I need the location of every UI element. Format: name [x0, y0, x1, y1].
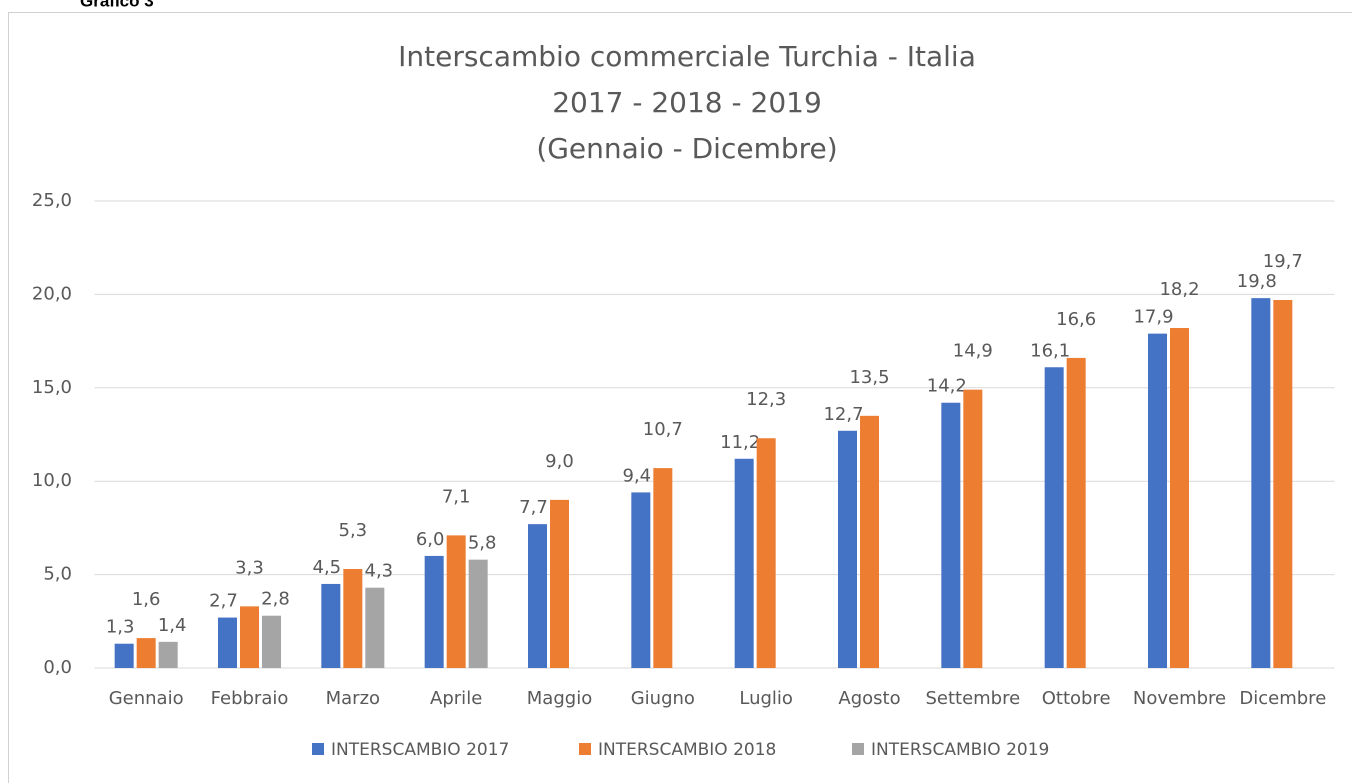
- x-tick-label: Agosto: [838, 688, 900, 709]
- bar: [860, 415, 879, 668]
- value-label: 9,4: [623, 465, 652, 486]
- bar: [963, 389, 983, 668]
- bar: [941, 402, 961, 668]
- bar: [1148, 333, 1167, 668]
- bar: [838, 430, 857, 668]
- y-tick-label: 20,0: [32, 283, 72, 304]
- y-tick-label: 15,0: [32, 377, 72, 398]
- x-tick-label: Luglio: [739, 688, 793, 709]
- legend-label: INTERSCAMBIO 2017: [331, 740, 509, 760]
- bar: [218, 617, 237, 668]
- bar: [468, 559, 488, 668]
- y-tick-label: 0,0: [43, 657, 72, 678]
- bar: [321, 583, 341, 668]
- chart-title: 2017 - 2018 - 2019: [552, 86, 822, 119]
- bar: [1273, 300, 1293, 668]
- bar: [136, 638, 156, 668]
- legend-label: INTERSCAMBIO 2019: [871, 740, 1049, 760]
- bar: [528, 524, 547, 668]
- bar: [734, 458, 754, 668]
- bar: [653, 468, 673, 668]
- bar: [240, 606, 259, 668]
- value-label: 2,7: [209, 591, 238, 612]
- value-label: 7,1: [442, 486, 471, 507]
- bar: [550, 499, 569, 668]
- x-tick-label: Maggio: [527, 688, 592, 709]
- y-tick-label: 5,0: [43, 564, 72, 585]
- value-label: 13,5: [849, 367, 889, 388]
- bar: [114, 643, 134, 668]
- chart-title: (Gennaio - Dicembre): [536, 132, 837, 165]
- value-label: 16,1: [1030, 340, 1070, 361]
- x-tick-label: Giugno: [631, 688, 695, 709]
- value-label: 5,3: [339, 520, 368, 541]
- bar: [756, 438, 776, 668]
- bar: [343, 568, 363, 668]
- chart-title: Interscambio commerciale Turchia - Itali…: [398, 40, 976, 73]
- value-label: 9,0: [545, 451, 574, 472]
- legend-swatch: [852, 743, 864, 755]
- value-label: 19,8: [1237, 271, 1277, 292]
- value-label: 1,4: [158, 615, 187, 636]
- x-tick-label: Febbraio: [211, 688, 289, 709]
- bar: [446, 535, 466, 668]
- bar: [262, 615, 281, 668]
- x-tick-label: Ottobre: [1042, 688, 1111, 709]
- bar: [631, 492, 651, 668]
- value-label: 1,3: [106, 617, 135, 638]
- bar: [1170, 328, 1189, 668]
- legend-swatch: [579, 743, 591, 755]
- bar: [1066, 357, 1086, 668]
- value-label: 18,2: [1159, 279, 1199, 300]
- bar: [365, 587, 385, 668]
- value-label: 12,7: [823, 404, 863, 425]
- value-label: 4,5: [313, 557, 342, 578]
- value-label: 6,0: [416, 529, 445, 550]
- legend-label: INTERSCAMBIO 2018: [598, 740, 776, 760]
- bar: [158, 641, 178, 668]
- bar: [1251, 298, 1271, 668]
- value-label: 14,9: [953, 341, 993, 362]
- value-label: 19,7: [1263, 251, 1303, 272]
- value-label: 17,9: [1133, 307, 1173, 328]
- x-tick-label: Aprile: [430, 688, 482, 709]
- x-tick-label: Gennaio: [109, 688, 184, 709]
- x-tick-label: Settembre: [925, 688, 1020, 709]
- x-tick-label: Marzo: [326, 688, 380, 709]
- bar: [424, 555, 444, 668]
- value-label: 16,6: [1056, 309, 1096, 330]
- value-label: 5,8: [468, 533, 497, 554]
- legend-swatch: [312, 743, 324, 755]
- caption: Grafico 3: [80, 0, 154, 10]
- value-label: 7,7: [519, 497, 548, 518]
- x-tick-label: Novembre: [1133, 688, 1226, 709]
- value-label: 3,3: [235, 557, 264, 578]
- value-label: 10,7: [643, 419, 683, 440]
- y-tick-label: 10,0: [32, 470, 72, 491]
- value-label: 2,8: [261, 589, 290, 610]
- x-tick-label: Dicembre: [1239, 688, 1326, 709]
- value-label: 12,3: [746, 389, 786, 410]
- value-label: 11,2: [720, 432, 760, 453]
- value-label: 1,6: [132, 589, 161, 610]
- y-tick-label: 25,0: [32, 190, 72, 211]
- value-label: 14,2: [927, 376, 967, 397]
- bar: [1044, 367, 1064, 668]
- value-label: 4,3: [365, 561, 394, 582]
